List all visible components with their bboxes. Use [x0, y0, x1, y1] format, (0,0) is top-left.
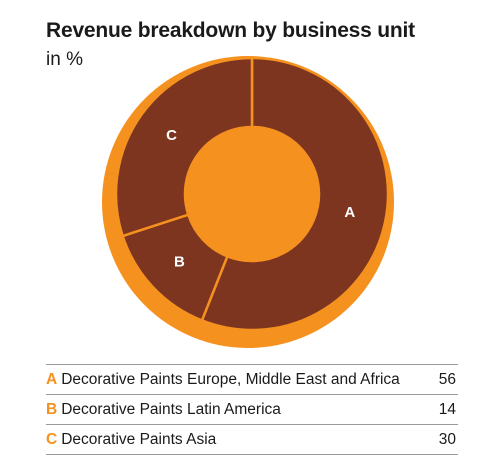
legend-letter-c: C	[46, 430, 58, 448]
legend-row-a: A Decorative Paints Europe, Middle East …	[46, 365, 458, 395]
legend-value-a: 56	[438, 370, 456, 388]
chart-legend: A Decorative Paints Europe, Middle East …	[46, 364, 458, 455]
legend-value-c: 30	[438, 430, 456, 448]
slice-a	[200, 56, 390, 332]
legend-letter-b: B	[46, 400, 58, 418]
legend-label-b: Decorative Paints Latin America	[61, 400, 281, 418]
legend-value-b: 14	[438, 400, 456, 418]
chart-title: Revenue breakdown by business unit	[46, 19, 415, 42]
legend-label-a: Decorative Paints Europe, Middle East an…	[61, 370, 400, 388]
legend-letter-a: A	[46, 370, 58, 388]
legend-row-c: C Decorative Paints Asia 30	[46, 425, 458, 455]
slice-label-c: C	[166, 127, 177, 144]
legend-row-b: B Decorative Paints Latin America 14	[46, 395, 458, 425]
legend-label-c: Decorative Paints Asia	[61, 430, 217, 448]
chart-subtitle: in %	[46, 49, 83, 70]
slice-c	[114, 56, 254, 238]
slice-label-a: A	[344, 204, 355, 221]
slice-label-b: B	[174, 254, 185, 271]
